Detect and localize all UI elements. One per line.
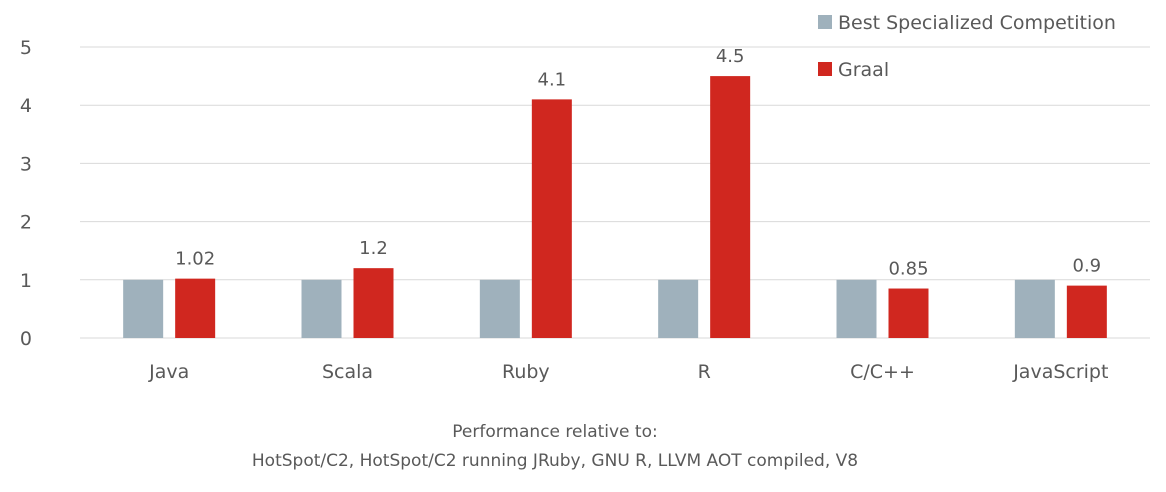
x-category-label: Java (148, 361, 189, 383)
legend-label-graal: Graal (838, 59, 889, 81)
y-tick-label: 5 (20, 37, 32, 59)
data-label: 0.85 (888, 259, 928, 280)
bar-graal (710, 76, 751, 338)
bar-graal (1066, 285, 1107, 338)
bars (123, 76, 1107, 338)
x-category-label: Scala (322, 361, 373, 383)
x-category-label: JavaScript (1012, 361, 1108, 383)
bar-competition (658, 279, 699, 338)
legend-swatch-competition (818, 15, 832, 29)
y-tick-label: 3 (20, 153, 32, 175)
data-label: 1.2 (359, 238, 388, 259)
x-category-label: C/C++ (850, 361, 915, 383)
x-category-label: R (698, 361, 711, 383)
legend: Best Specialized Competition Graal (818, 12, 1116, 81)
x-category-label: Ruby (502, 361, 550, 383)
bar-graal (175, 278, 216, 338)
bar-graal (353, 268, 394, 338)
legend-swatch-graal (818, 62, 832, 76)
x-axis-label-line-2: HotSpot/C2, HotSpot/C2 running JRuby, GN… (252, 451, 858, 471)
y-tick-label: 2 (20, 212, 32, 234)
gridlines (80, 46, 1150, 339)
y-axis-ticks: 0 1 2 3 4 5 (20, 37, 32, 350)
data-label: 4.1 (538, 69, 567, 90)
x-axis-label: Performance relative to: HotSpot/C2, Hot… (252, 422, 858, 471)
bar-competition (123, 279, 164, 338)
bar-competition (836, 279, 877, 338)
y-tick-label: 0 (20, 328, 32, 350)
x-axis-label-line-1: Performance relative to: (452, 422, 657, 442)
bar-competition (1014, 279, 1055, 338)
bar-competition (479, 279, 520, 338)
data-label: 0.9 (1073, 256, 1102, 277)
y-tick-label: 4 (20, 95, 32, 117)
x-axis-categories: Java Scala Ruby R C/C++ JavaScript (148, 361, 1108, 383)
bar-competition (301, 279, 342, 338)
bar-graal (531, 99, 572, 338)
data-labels: 1.02 1.2 4.1 4.5 0.85 0.9 (175, 46, 1101, 279)
data-label: 1.02 (175, 249, 215, 270)
bar-graal (888, 288, 929, 338)
data-label: 4.5 (716, 46, 745, 67)
legend-label-competition: Best Specialized Competition (838, 12, 1116, 34)
y-tick-label: 1 (20, 270, 32, 292)
